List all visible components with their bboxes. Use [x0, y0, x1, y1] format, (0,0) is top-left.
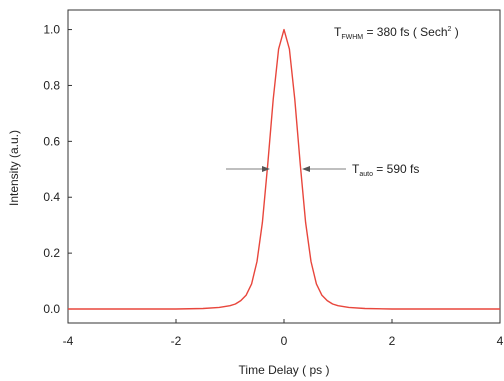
auto-annotation: Tauto = 590 fs	[352, 162, 419, 178]
right-arrow-head	[302, 166, 310, 172]
y-tick-label: 0.2	[43, 246, 60, 260]
x-tick-label: 2	[389, 334, 396, 348]
series-layer	[68, 28, 500, 310]
x-tick-label: -2	[171, 334, 182, 348]
y-axis-ticks: 0.0 0.2 0.4 0.6 0.8 1.0	[43, 23, 72, 316]
x-tick-label: 4	[497, 334, 504, 348]
left-arrow-head	[262, 166, 270, 172]
fwhm-text: = 380 fs ( Sech	[363, 25, 447, 39]
fwhm-superscript: 2	[448, 26, 452, 33]
plot-frame	[67, 9, 501, 324]
fwhm-arrows	[226, 166, 346, 172]
y-tick-label: 0.4	[43, 190, 60, 204]
auto-subscript: auto	[359, 171, 373, 178]
y-tick-label: 1.0	[43, 23, 60, 37]
x-tick-label: 0	[281, 334, 288, 348]
fwhm-subscript: FWHM	[341, 34, 363, 41]
y-axis-title: Intensity (a.u.)	[7, 130, 21, 206]
fwhm-main: T	[334, 25, 342, 39]
y-tick-label: 0.0	[43, 302, 60, 316]
x-axis-title: Time Delay ( ps )	[239, 363, 330, 377]
x-tick-label: -4	[63, 334, 74, 348]
auto-text: = 590 fs	[373, 162, 419, 176]
y-tick-label: 0.8	[43, 78, 60, 92]
auto-main: T	[352, 162, 360, 176]
fwhm-end: )	[451, 25, 458, 39]
y-tick-label: 0.6	[43, 134, 60, 148]
series-line	[68, 28, 500, 310]
fwhm-annotation: TFWHM = 380 fs ( Sech2 )	[334, 25, 459, 41]
